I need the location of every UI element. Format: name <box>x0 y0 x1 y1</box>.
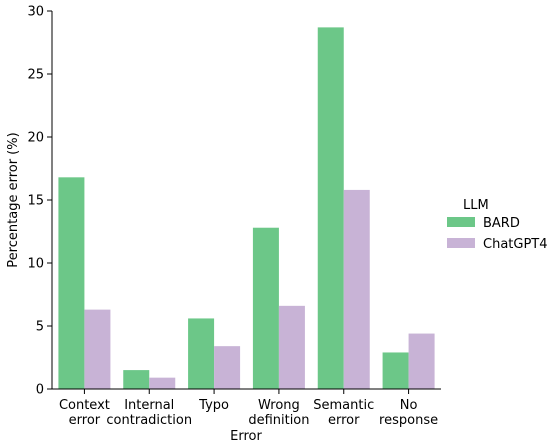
bar-chatgpt4-2 <box>214 346 241 389</box>
legend-title: LLM <box>463 198 489 213</box>
y-tick-label: 10 <box>27 257 44 272</box>
x-tick-label: error <box>69 413 101 428</box>
x-tick-label: Context <box>59 398 110 413</box>
y-tick-label: 0 <box>36 383 44 398</box>
bars-group <box>58 27 435 389</box>
y-tick-label: 30 <box>27 5 44 20</box>
legend: LLM BARD ChatGPT4 <box>447 198 548 252</box>
legend-swatch-chatgpt4 <box>447 238 475 248</box>
x-tick-label: Internal <box>124 398 174 413</box>
y-tick-label: 20 <box>27 131 44 146</box>
x-tick-label: No <box>400 398 418 413</box>
bar-bard-0 <box>58 177 85 389</box>
x-tick-label: response <box>379 413 438 428</box>
bar-chatgpt4-3 <box>278 305 305 389</box>
bar-bard-1 <box>123 370 150 389</box>
bar-chatgpt4-1 <box>149 377 176 389</box>
bar-bard-2 <box>188 318 215 389</box>
legend-label-bard: BARD <box>483 216 520 231</box>
bar-bard-3 <box>252 227 279 389</box>
bar-chatgpt4-0 <box>84 309 111 389</box>
x-tick-label: Wrong <box>258 398 300 413</box>
bar-chatgpt4-4 <box>343 189 370 389</box>
x-tick-label: error <box>328 413 360 428</box>
bar-bard-5 <box>382 352 409 389</box>
y-ticks-group: 0 5 10 15 20 25 30 <box>27 5 52 398</box>
bar-bard-4 <box>317 27 344 389</box>
bar-chatgpt4-5 <box>408 333 435 389</box>
x-tick-label: Typo <box>198 398 229 413</box>
x-tick-label: Semantic <box>313 398 374 413</box>
y-tick-label: 15 <box>27 194 44 209</box>
y-tick-label: 5 <box>36 320 44 335</box>
x-axis-title: Error <box>230 429 262 444</box>
x-tick-label: contradiction <box>106 413 192 428</box>
y-tick-label: 25 <box>27 68 44 83</box>
legend-swatch-bard <box>447 217 475 227</box>
y-axis-title: Percentage error (%) <box>6 132 21 267</box>
x-tick-label: definition <box>248 413 309 428</box>
legend-label-chatgpt4: ChatGPT4 <box>483 237 548 252</box>
